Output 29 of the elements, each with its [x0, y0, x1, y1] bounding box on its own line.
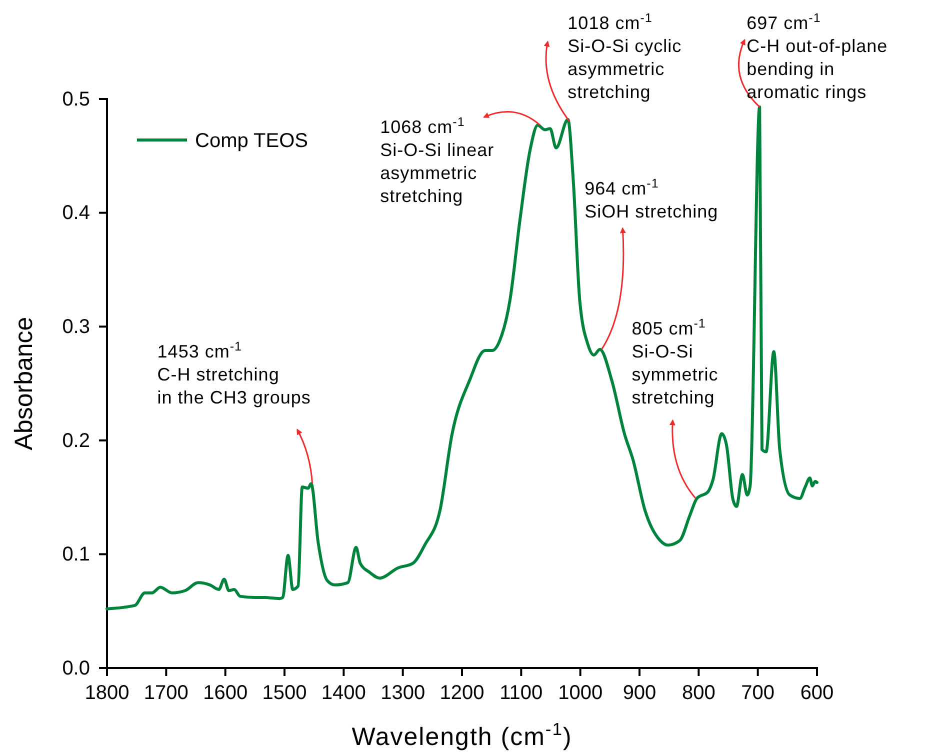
y-tick-label: 0.3: [62, 316, 90, 338]
legend-label: Comp TEOS: [195, 130, 308, 152]
x-tick-label: 1000: [558, 682, 603, 704]
x-tick-label: 600: [800, 682, 834, 704]
x-tick-label: 1600: [203, 682, 248, 704]
x-tick-label: 1500: [262, 682, 307, 704]
x-tick-label: 700: [741, 682, 775, 704]
annotation: 1453 cm$^{-1}$ C-H stretching in the CH3 groups: [157, 340, 311, 408]
y-tick-label: 0.0: [62, 657, 90, 680]
y-tick-label: 0.1: [62, 544, 90, 566]
annotation: 805 cm$^{-1}$ Si-O-Si symmetric stretching: [632, 316, 718, 408]
annotation: 1068 cm$^{-1}$ Si-O-Si linear asymmetric stretching: [380, 115, 494, 206]
x-tick-label: 1300: [380, 682, 426, 704]
annotation: 1018 cm$^{-1}$ Si-O-Si cyclic asymmetric stretching: [568, 10, 682, 102]
y-tick-label: 0.5: [62, 88, 90, 110]
x-tick-label: 900: [622, 682, 656, 704]
annotation: 964 cm$^{-1}$ SiOH stretching: [584, 176, 718, 222]
x-tick-label: 800: [682, 682, 716, 704]
y-axis-title: Absorbance: [10, 316, 38, 450]
annotation: 697 cm$^{-1}$ C-H out-of-plane bending in aromatic rings: [746, 10, 888, 102]
y-tick-label: 0.2: [62, 430, 90, 452]
x-axis-title: Wavelength (cm$^{-1}$): [352, 719, 572, 751]
x-tick-label: 1400: [321, 682, 366, 704]
x-tick-label: 1200: [440, 682, 484, 704]
x-tick-label: 1700: [144, 682, 188, 704]
x-tick-label: 1800: [84, 682, 130, 704]
line-series: [106, 105, 818, 610]
y-tick-label: 0.4: [62, 202, 90, 224]
x-tick-label: 1100: [500, 682, 543, 704]
